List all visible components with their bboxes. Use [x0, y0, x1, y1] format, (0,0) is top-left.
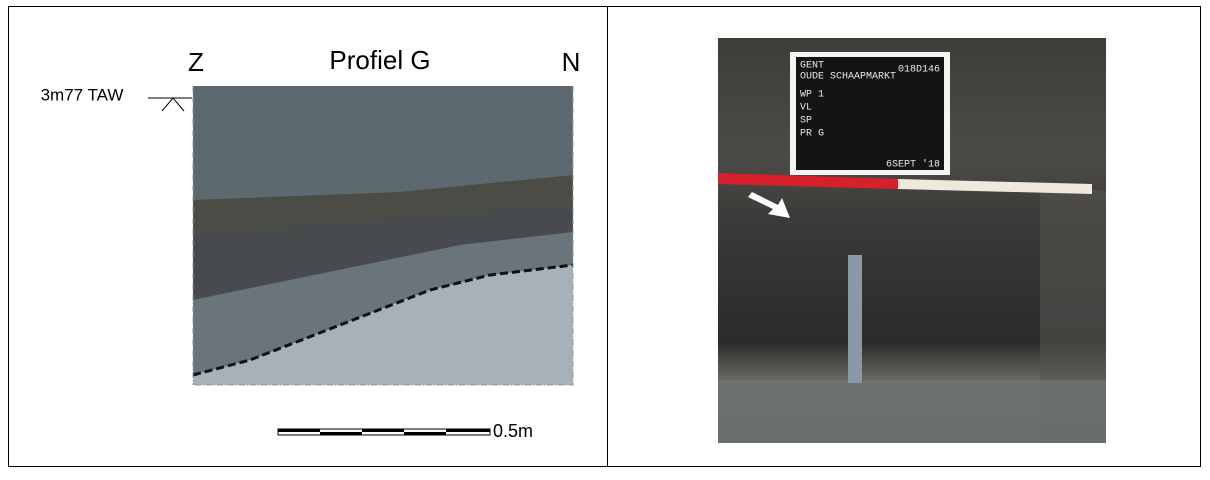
board-text: OUDE SCHAAPMARKT: [800, 72, 896, 83]
board-text: GENT: [800, 61, 824, 72]
scale-seg: [278, 429, 320, 432]
board-text: SP: [800, 116, 812, 127]
board-text: 018D146: [898, 65, 940, 76]
title: Profiel G: [329, 45, 430, 75]
scale-seg: [404, 432, 446, 435]
measuring-stick: [848, 255, 862, 383]
board-text: VL: [800, 103, 812, 114]
scale-label: 0.5m: [493, 421, 533, 441]
board-text: PR G: [800, 129, 824, 140]
profile-diagram: 3m77 TAW Z Profiel G N 0.5m: [41, 45, 581, 441]
board-text: 6SEPT '18: [886, 159, 940, 171]
scale-seg: [446, 429, 490, 432]
scale-seg: [320, 432, 362, 435]
right-label: N: [562, 47, 581, 77]
photo: GENT 018D146 OUDE SCHAAPMARKT WP 1 VL SP…: [718, 38, 1106, 443]
level-mark: [162, 98, 184, 111]
left-label: Z: [188, 47, 204, 77]
figure: 3m77 TAW Z Profiel G N 0.5m GENT 018D146…: [0, 0, 1210, 475]
page: 3m77 TAW Z Profiel G N 0.5m GENT 018D146…: [0, 0, 1210, 475]
board-text: WP 1: [800, 90, 824, 101]
level-label: 3m77 TAW: [41, 85, 124, 104]
pit-floor: [718, 380, 1106, 443]
scale-seg: [362, 429, 404, 432]
